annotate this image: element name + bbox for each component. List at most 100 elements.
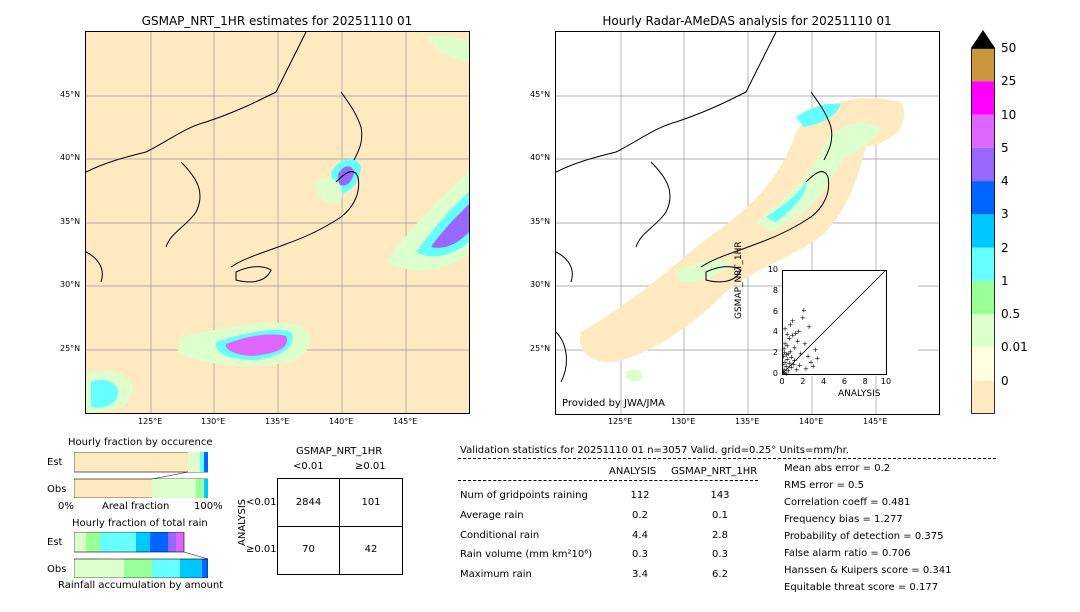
scatter-point: + — [789, 331, 795, 339]
scatter-ytick: 10 — [767, 265, 778, 274]
scatter-point: + — [782, 340, 788, 348]
scatter-ylabel: GSMAP_NRT_1HR — [734, 241, 744, 319]
right-lon-label: 130°E — [671, 417, 696, 426]
scatter-xtick: 8 — [862, 377, 868, 386]
validation-row-label: Num of gridpoints raining — [460, 490, 588, 501]
colorbar-segment — [971, 314, 995, 348]
colorbar-arrow — [971, 30, 995, 48]
score-line: False alarm ratio = 0.706 — [784, 548, 911, 559]
colorbar-segment — [971, 247, 995, 281]
scatter-point: + — [783, 363, 789, 371]
scatter-point: + — [801, 307, 807, 315]
occurrence-axis-right: 100% — [194, 501, 223, 512]
left-lat-label: 45°N — [60, 90, 81, 99]
total-rain-footer: Rainfall accumulation by amount — [58, 580, 224, 591]
scatter-xtick: 4 — [821, 377, 827, 386]
left-lat-label: 40°N — [60, 153, 81, 162]
right-lon-label: 140°E — [799, 417, 824, 426]
colorbar-label: 0 — [1001, 373, 1009, 388]
score-line: Hanssen & Kuipers score = 0.341 — [784, 565, 952, 576]
scatter-xlabel: ANALYSIS — [838, 389, 881, 399]
scatter-point: + — [788, 353, 794, 361]
right-lat-label: 40°N — [530, 153, 551, 162]
scatter-point: + — [806, 323, 812, 331]
occurrence-axis-left: 0% — [58, 501, 74, 512]
colorbar-label: 25 — [1001, 74, 1017, 89]
scatter-frame — [782, 270, 887, 375]
colorbar-label: 4 — [1001, 174, 1009, 189]
right-lat-label: 35°N — [530, 217, 551, 226]
validation-row-gsmap: 0.1 — [712, 510, 728, 521]
occurrence-title: Hourly fraction by occurence — [68, 437, 213, 448]
contingency-row-ge: ≥0.01 — [246, 544, 277, 555]
scatter-point: + — [783, 370, 789, 376]
credit-text: Provided by JWA/JMA — [562, 398, 665, 409]
left-lon-label: 145°E — [393, 417, 418, 426]
scatter-xtick: 10 — [880, 377, 892, 386]
scatter-point: + — [791, 361, 797, 369]
scatter-point: + — [798, 350, 804, 358]
scatter-point: + — [786, 335, 792, 343]
scatter-point: + — [782, 361, 786, 369]
scatter-point: + — [784, 342, 790, 350]
scatter-point: + — [793, 329, 799, 337]
scatter-ytick: 4 — [772, 327, 778, 337]
score-line: Equitable threat score = 0.177 — [784, 582, 939, 593]
contingency-row-lt: <0.01 — [246, 497, 277, 508]
occurrence-canvas — [73, 451, 209, 499]
score-line: Probability of detection = 0.375 — [784, 531, 944, 542]
left-lat-label: 35°N — [60, 217, 81, 226]
colorbar-segment — [971, 81, 995, 115]
left-rain-areas — [86, 35, 469, 413]
contingency-cell: 101 — [361, 497, 381, 508]
left-map-title: GSMAP_NRT_1HR estimates for 20251110 01 — [141, 14, 413, 28]
occurrence-obs-label: Obs — [47, 484, 67, 495]
colorbar-label: 3 — [1001, 207, 1009, 222]
left-map-canvas — [86, 32, 469, 413]
right-map-canvas — [556, 32, 939, 414]
validation-row-analysis: 0.2 — [632, 510, 648, 521]
score-line: Correlation coeff = 0.481 — [784, 497, 911, 508]
scatter-xtick: 2 — [800, 377, 806, 386]
left-lat-label: 30°N — [60, 280, 81, 289]
colorbar-segment — [971, 347, 995, 381]
colorbar-segment — [971, 147, 995, 182]
right-rain-areas — [580, 98, 905, 382]
scatter-point: + — [803, 365, 809, 373]
occurrence-axis-mid: Areal fraction — [102, 501, 170, 512]
scatter-point: + — [782, 366, 787, 374]
right-lat-label: 25°N — [530, 344, 551, 353]
scatter-point: + — [782, 369, 787, 376]
colorbar-label: 1 — [1001, 273, 1009, 288]
scatter-point: + — [792, 356, 798, 364]
scatter-ytick: 2 — [772, 348, 778, 358]
right-lon-label: 135°E — [735, 417, 760, 426]
score-line: Frequency bias = 1.277 — [784, 514, 903, 525]
left-lon-label: 140°E — [329, 417, 354, 426]
validation-row-analysis: 3.4 — [632, 569, 648, 580]
scatter-point: + — [810, 363, 816, 371]
colorbar-segment — [971, 380, 995, 414]
scatter-point: + — [787, 348, 793, 356]
scatter-point: + — [785, 350, 791, 358]
scatter-point: + — [796, 327, 802, 335]
colorbar-segment — [971, 214, 995, 248]
contingency-cell: 70 — [302, 544, 315, 555]
total-rain-obs-label: Obs — [47, 564, 67, 575]
scatter-point: + — [784, 355, 790, 363]
contingency-cell: 2844 — [295, 497, 322, 508]
validation-row-analysis: 112 — [630, 490, 650, 501]
colorbar-label: 50 — [1001, 41, 1017, 55]
right-lon-label: 125°E — [608, 417, 633, 426]
validation-row-label: Conditional rain — [460, 530, 540, 541]
validation-row-label: Rain volume (mm km²10⁶) — [460, 549, 593, 560]
scatter-ytick: 8 — [772, 285, 778, 295]
validation-row-label: Average rain — [460, 510, 524, 521]
scatter-point: + — [785, 367, 791, 375]
scatter-point: + — [812, 346, 818, 354]
validation-col-gsmap: GSMAP_NRT_1HR — [671, 466, 758, 477]
scatter-point: + — [788, 364, 794, 372]
colorbar-label: 5 — [1001, 140, 1009, 155]
scatter-point: + — [782, 359, 788, 367]
scatter-plot: ++++++++++++++++++++++++++++++++++++++++… — [780, 269, 887, 378]
